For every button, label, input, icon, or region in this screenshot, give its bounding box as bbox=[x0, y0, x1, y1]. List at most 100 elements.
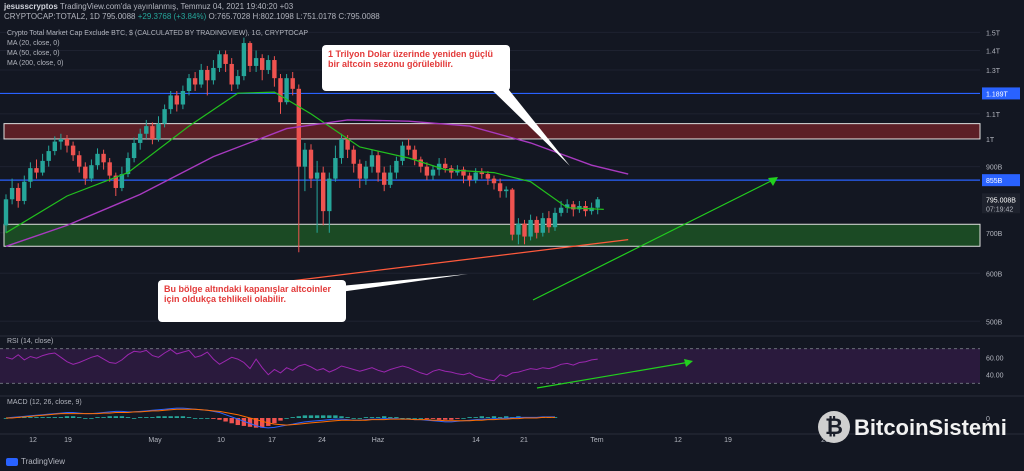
callout-top: 1 Trilyon Dolar üzerinde yeniden güçlü b… bbox=[322, 45, 510, 91]
watermark-logo: ₿ BitcoinSistemi bbox=[818, 408, 1018, 448]
drawings bbox=[340, 85, 778, 301]
price-tag bbox=[982, 87, 1020, 100]
macd-histogram-bar bbox=[180, 416, 186, 418]
price-tick: 600B bbox=[986, 271, 1003, 278]
macd-histogram-bar bbox=[125, 417, 131, 418]
candle-body bbox=[552, 212, 558, 228]
price-change: +29.3768 (+3.84%) bbox=[137, 12, 207, 21]
candle-body bbox=[174, 95, 179, 105]
macd-histogram-bar bbox=[101, 417, 106, 418]
macd-histogram-bar bbox=[436, 418, 442, 420]
tradingview-logo[interactable]: TradingView bbox=[6, 457, 65, 466]
legend-ma50[interactable]: MA (50, close, 0) bbox=[7, 50, 60, 57]
macd-histogram-bar bbox=[229, 418, 234, 424]
macd-label[interactable]: MACD (12, 26, close, 9) bbox=[7, 399, 82, 406]
callout-pointer-top bbox=[490, 85, 570, 166]
candle-body bbox=[211, 67, 216, 81]
candle-body bbox=[77, 155, 82, 167]
candle-body bbox=[168, 95, 173, 110]
candle-body bbox=[156, 123, 161, 139]
macd-histogram-bar bbox=[64, 416, 70, 418]
trend-arrow bbox=[532, 178, 776, 301]
candle-body bbox=[571, 204, 576, 210]
candle-body bbox=[351, 149, 356, 164]
chart-canvas[interactable]: 1.5T 1.4T 1.3T 1.1T 1T 900B 700B 600B 500B 1.189T… bbox=[0, 0, 1024, 452]
legend-ma200[interactable]: MA (200, close, 0) bbox=[7, 60, 64, 67]
macd-histogram-bar bbox=[156, 416, 161, 418]
macd-histogram-bar bbox=[199, 418, 204, 419]
rsi-arrow bbox=[536, 361, 691, 389]
candle-body bbox=[260, 58, 265, 70]
macd-histogram-bar bbox=[430, 418, 436, 419]
candle-body bbox=[546, 218, 552, 228]
macd-histogram-bar bbox=[485, 417, 491, 418]
time-tick: 10 bbox=[217, 437, 225, 444]
candle-body bbox=[144, 126, 149, 134]
macd-histogram-bar bbox=[205, 418, 210, 419]
candle-body bbox=[229, 63, 234, 85]
macd-histogram-bar bbox=[424, 418, 430, 419]
macd-histogram-bar bbox=[443, 418, 448, 420]
candle-body bbox=[70, 145, 76, 156]
candle-body bbox=[119, 174, 125, 188]
candle-body bbox=[40, 160, 45, 173]
macd-histogram-bar bbox=[144, 417, 149, 418]
candle-body bbox=[266, 60, 271, 70]
candle-body bbox=[339, 138, 344, 159]
candle-body bbox=[235, 76, 240, 85]
time-tick: 19 bbox=[724, 437, 732, 444]
macd-histogram-bar bbox=[77, 417, 82, 418]
last-price: 795.0088 bbox=[102, 12, 136, 21]
candle-body bbox=[473, 172, 478, 181]
macd-histogram-bar bbox=[131, 418, 137, 419]
ma50-line bbox=[5, 119, 629, 247]
macd-histogram-bar bbox=[504, 416, 509, 418]
author-name[interactable]: jesusscryptos bbox=[4, 2, 58, 11]
macd-pane: 0 bbox=[0, 395, 1024, 435]
time-axis[interactable]: 1219May101724Haz1421Tem121926 bbox=[29, 437, 829, 444]
candle-body bbox=[357, 163, 362, 179]
candle-body bbox=[412, 149, 417, 160]
candle-body bbox=[314, 172, 320, 179]
macd-histogram-bar bbox=[406, 418, 411, 419]
candle-body bbox=[436, 163, 442, 170]
symbol-name: CRYPTOCAP:TOTAL2, 1D bbox=[4, 12, 100, 21]
candle-body bbox=[9, 187, 15, 200]
macd-histogram-bar bbox=[302, 415, 308, 418]
rsi-line bbox=[5, 348, 598, 382]
macd-histogram-bar bbox=[479, 416, 484, 418]
macd-histogram-bar bbox=[46, 417, 51, 418]
candle-body bbox=[321, 172, 326, 212]
macd-histogram-bar bbox=[217, 418, 222, 420]
macd-histogram-bar bbox=[351, 418, 356, 419]
time-tick: 24 bbox=[318, 437, 326, 444]
candle-body bbox=[101, 153, 106, 163]
candle-body bbox=[125, 158, 131, 175]
candle-body bbox=[534, 219, 539, 233]
macd-histogram-bar bbox=[174, 416, 179, 418]
candle-body bbox=[150, 126, 155, 139]
price-axis[interactable]: 1.5T 1.4T 1.3T 1.1T 1T 900B 700B 600B 500B 1.189T… bbox=[982, 30, 1020, 326]
candle-body bbox=[394, 160, 399, 173]
callout-bottom: Bu bölge altındaki kapanışlar altcoinler… bbox=[158, 280, 346, 322]
price-tick: 700B bbox=[986, 231, 1003, 238]
indicator-legend: Crypto Total Market Cap Exclude BTC, $ (… bbox=[7, 29, 308, 69]
candle-body bbox=[199, 69, 204, 85]
macd-histogram-bar bbox=[321, 415, 326, 418]
macd-histogram-bar bbox=[467, 417, 472, 418]
candle-body bbox=[162, 109, 167, 124]
rsi-label[interactable]: RSI (14, close) bbox=[7, 338, 54, 345]
rsi-band bbox=[0, 348, 980, 384]
candle-body bbox=[113, 175, 118, 188]
candle-body bbox=[522, 223, 527, 237]
candle-body bbox=[375, 155, 381, 173]
candle-body bbox=[479, 172, 484, 175]
macd-histogram-bar bbox=[52, 417, 57, 418]
macd-histogram-bar bbox=[113, 416, 118, 418]
macd-histogram-bar bbox=[168, 416, 173, 418]
candle-body bbox=[504, 189, 509, 192]
price-tick: 1.3T bbox=[986, 68, 1001, 75]
macd-histogram-bar bbox=[235, 418, 240, 426]
legend-ma20[interactable]: MA (20, close, 0) bbox=[7, 40, 60, 47]
price-tag-label: 795.008B bbox=[986, 197, 1016, 204]
